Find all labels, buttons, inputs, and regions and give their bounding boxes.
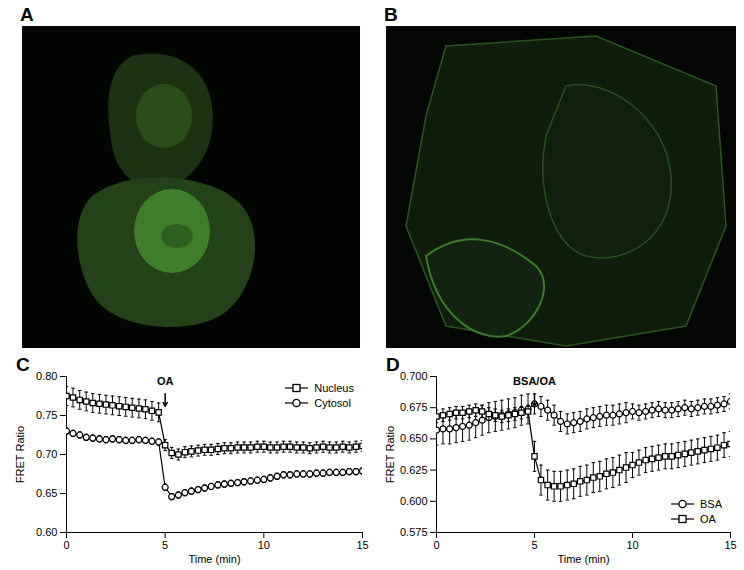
svg-text:0.60: 0.60 xyxy=(36,526,57,538)
svg-text:0: 0 xyxy=(433,539,439,551)
svg-text:0.675: 0.675 xyxy=(400,401,428,413)
svg-text:Time (min): Time (min) xyxy=(557,553,609,565)
svg-text:FRET Ratio: FRET Ratio xyxy=(14,426,26,483)
svg-text:5: 5 xyxy=(162,539,168,551)
svg-text:0.625: 0.625 xyxy=(400,464,428,476)
svg-text:OA: OA xyxy=(157,375,174,387)
svg-text:10: 10 xyxy=(258,539,270,551)
html-text:Cytosol: Cytosol xyxy=(314,396,351,409)
html-text:A: A xyxy=(20,4,34,25)
svg-text:5: 5 xyxy=(531,539,537,551)
html-text:D: D xyxy=(386,354,400,375)
html-text:Nucleus: Nucleus xyxy=(314,381,354,394)
svg-text:0.575: 0.575 xyxy=(400,526,428,538)
svg-text:0.650: 0.650 xyxy=(400,432,428,444)
html-text:B: B xyxy=(384,4,398,25)
html-text:OA: OA xyxy=(700,512,716,525)
svg-text:15: 15 xyxy=(724,539,736,551)
svg-text:FRET Ratio: FRET Ratio xyxy=(384,426,396,483)
svg-text:0.600: 0.600 xyxy=(400,495,428,507)
svg-text:0.80: 0.80 xyxy=(36,370,57,382)
svg-text:Time (min): Time (min) xyxy=(188,553,240,565)
html-text:BSA: BSA xyxy=(700,497,722,510)
svg-text:0.65: 0.65 xyxy=(36,487,57,499)
svg-text:15: 15 xyxy=(356,539,368,551)
svg-text:0.75: 0.75 xyxy=(36,409,57,421)
svg-text:10: 10 xyxy=(626,539,638,551)
svg-text:0: 0 xyxy=(63,539,69,551)
html-text:C: C xyxy=(16,354,30,375)
svg-text:BSA/OA: BSA/OA xyxy=(513,375,556,387)
svg-text:0.700: 0.700 xyxy=(400,370,428,382)
svg-text:0.70: 0.70 xyxy=(36,448,57,460)
